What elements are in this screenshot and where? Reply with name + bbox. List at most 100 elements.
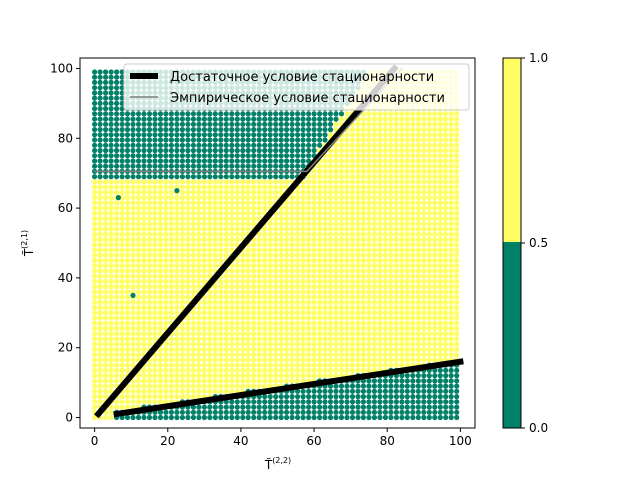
scatter-point-yes	[317, 305, 323, 311]
scatter-point-yes	[251, 257, 257, 264]
scatter-point-yes	[207, 231, 213, 237]
scatter-point-yes	[174, 226, 180, 232]
scatter-point-yes	[410, 273, 416, 279]
scatter-point-yes	[141, 315, 147, 321]
scatter-point-yes	[333, 362, 339, 368]
scatter-point-yes	[393, 305, 399, 311]
scatter-point-yes	[157, 263, 164, 269]
scatter-point-yes	[377, 179, 383, 185]
scatter-point-yes	[393, 116, 399, 122]
scatter-point-yes	[421, 341, 427, 347]
scatter-point-yes	[399, 252, 405, 258]
scatter-point-yes	[371, 210, 377, 216]
scatter-point-yes	[393, 320, 399, 326]
scatter-point-yes	[371, 294, 377, 300]
scatter-point-yes	[360, 163, 366, 169]
scatter-point-no	[295, 137, 301, 143]
scatter-point-yes	[114, 289, 120, 295]
scatter-point-yes	[267, 263, 273, 269]
scatter-point-yes	[114, 352, 120, 358]
scatter-point-yes	[278, 226, 284, 232]
scatter-point-no	[278, 158, 284, 164]
scatter-point-yes	[360, 315, 366, 321]
scatter-point-yes	[432, 189, 438, 195]
scatter-point-no	[426, 394, 432, 400]
scatter-point-no	[152, 127, 158, 133]
scatter-point-no	[240, 121, 246, 127]
scatter-point-yes	[278, 367, 284, 373]
scatter-point-yes	[108, 247, 114, 253]
scatter-point-no	[311, 404, 317, 410]
scatter-point-yes	[196, 189, 202, 195]
scatter-point-yes	[333, 325, 339, 332]
scatter-point-no	[218, 137, 224, 143]
scatter-point-yes	[338, 153, 345, 159]
scatter-point-yes	[338, 158, 345, 164]
scatter-point-yes	[130, 346, 136, 353]
scatter-point-yes	[163, 289, 169, 295]
scatter-point-yes	[103, 352, 109, 358]
scatter-point-yes	[223, 195, 229, 201]
scatter-point-yes	[267, 195, 273, 201]
scatter-point-no	[295, 414, 301, 421]
scatter-point-no	[179, 153, 185, 159]
scatter-point-yes	[157, 226, 164, 232]
scatter-point-yes	[388, 289, 394, 295]
scatter-point-yes	[421, 236, 427, 243]
scatter-point-yes	[295, 210, 301, 216]
scatter-point-yes	[108, 263, 114, 269]
scatter-point-yes	[168, 210, 174, 216]
scatter-point-yes	[278, 252, 284, 258]
scatter-point-yes	[97, 299, 103, 305]
scatter-point-no	[377, 409, 383, 415]
scatter-point-yes	[399, 111, 405, 117]
scatter-point-yes	[327, 367, 334, 373]
scatter-point-yes	[240, 331, 246, 337]
scatter-point-no	[168, 121, 174, 127]
scatter-point-yes	[152, 231, 158, 237]
scatter-point-yes	[448, 210, 454, 216]
scatter-point-yes	[322, 221, 328, 227]
scatter-point-no	[273, 174, 279, 180]
scatter-point-yes	[229, 346, 235, 353]
scatter-point-no	[185, 158, 191, 164]
scatter-point-yes	[218, 221, 224, 227]
scatter-point-yes	[437, 341, 443, 347]
scatter-point-no	[404, 383, 410, 389]
scatter-point-yes	[289, 247, 295, 253]
scatter-point-yes	[327, 357, 334, 363]
scatter-point-yes	[97, 399, 103, 405]
scatter-point-yes	[333, 346, 339, 353]
scatter-point-yes	[421, 179, 427, 185]
scatter-point-no	[284, 121, 290, 127]
scatter-point-no	[284, 404, 290, 410]
scatter-point-yes	[119, 289, 125, 295]
scatter-point-yes	[256, 268, 262, 274]
scatter-point-yes	[338, 174, 345, 180]
scatter-point-no	[174, 188, 180, 194]
scatter-point-yes	[454, 205, 460, 211]
scatter-point-no	[179, 174, 185, 180]
scatter-point-no	[273, 111, 279, 117]
scatter-point-yes	[322, 242, 328, 248]
scatter-point-yes	[311, 205, 317, 211]
scatter-point-yes	[289, 226, 295, 232]
colorbar-segment-high	[503, 58, 521, 242]
scatter-point-yes	[108, 221, 114, 227]
scatter-point-no	[295, 394, 301, 400]
scatter-point-yes	[454, 263, 460, 269]
scatter-point-no	[92, 158, 98, 164]
scatter-point-yes	[355, 352, 361, 358]
scatter-point-yes	[355, 263, 361, 269]
scatter-point-yes	[201, 273, 207, 279]
scatter-point-yes	[410, 346, 416, 353]
scatter-point-yes	[278, 257, 284, 264]
scatter-point-yes	[119, 210, 125, 216]
scatter-point-yes	[141, 242, 147, 248]
scatter-point-yes	[327, 226, 334, 232]
scatter-point-yes	[168, 352, 174, 358]
scatter-point-yes	[114, 273, 120, 279]
scatter-point-no	[278, 163, 284, 169]
scatter-point-yes	[377, 268, 383, 274]
scatter-point-no	[371, 399, 377, 405]
